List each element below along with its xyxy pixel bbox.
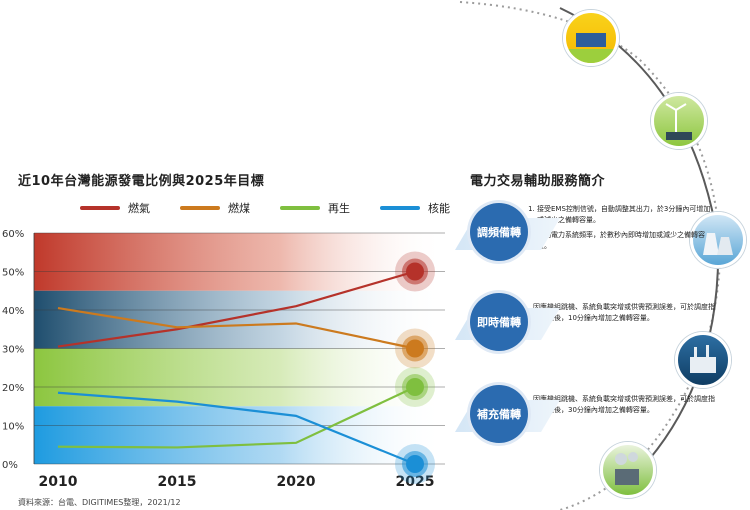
y-tick-label: 20% xyxy=(2,383,24,394)
y-tick-label: 10% xyxy=(2,422,24,433)
service-item: 偵測電力系統頻率，於數秒內即時增加或減少之備轉容量。 xyxy=(537,230,715,252)
background-band xyxy=(34,348,445,407)
service-badge: 調頻備轉 xyxy=(470,203,528,261)
service-description: 因應機組跳機、系統負載突增或供需預測誤差，可於調度指令下達後，10分鐘內增加之備… xyxy=(533,303,715,322)
x-tick-label: 2020 xyxy=(277,474,316,490)
y-tick-label: 60% xyxy=(2,229,24,240)
chart-title: 近10年台灣能源發電比例與2025年目標 xyxy=(18,174,265,189)
service-description: 因應機組跳機、系統負載突增或供需預測誤差，可於調度指令下達後，30分鐘內增加之備… xyxy=(533,395,715,414)
x-tick-label: 2025 xyxy=(396,474,435,490)
y-tick-label: 0% xyxy=(2,460,18,471)
y-tick-label: 40% xyxy=(2,306,24,317)
gas-plant-icon xyxy=(600,442,656,498)
legend-swatch xyxy=(280,206,320,210)
background-band xyxy=(34,233,445,291)
legend-label: 燃煤 xyxy=(228,202,250,215)
background-band xyxy=(34,290,445,349)
series-line-3 xyxy=(57,391,416,466)
legend-item-coal: 燃煤 xyxy=(180,200,250,216)
legend-swatch xyxy=(180,206,220,210)
service-supplemental-reserve: 補充備轉 因應機組跳機、系統負載突增或供需預測誤差，可於調度指令下達後，30分鐘… xyxy=(455,380,725,450)
background-band xyxy=(34,406,445,464)
y-tick-label: 50% xyxy=(2,268,24,279)
legend-swatch xyxy=(80,206,120,210)
series-line-2 xyxy=(57,386,416,449)
series-line-1 xyxy=(57,306,416,350)
legend-item-nuclear: 核能 xyxy=(380,200,450,216)
solar-icon xyxy=(563,10,619,66)
service-badge: 即時備轉 xyxy=(470,293,528,351)
services-title: 電力交易輔助服務簡介 xyxy=(470,174,606,189)
service-badge: 補充備轉 xyxy=(470,385,528,443)
y-tick-label: 30% xyxy=(2,345,24,356)
thermal-plant-icon xyxy=(675,332,731,388)
series-line-0 xyxy=(57,270,416,348)
energy-line-chart: 0% 10% 20% 30% 40% 50% 60% 2010 2015 2020 2025 xyxy=(2,229,445,490)
service-frequency-regulation: 調頻備轉 接受EMS控制信號，自動調整其出力，於3分鐘內可增加或減少之備轉容量。… xyxy=(455,198,725,268)
legend-label: 燃氣 xyxy=(128,202,150,215)
service-description: 接受EMS控制信號，自動調整其出力，於3分鐘內可增加或減少之備轉容量。 偵測電力… xyxy=(525,204,715,256)
service-item: 接受EMS控制信號，自動調整其出力，於3分鐘內可增加或減少之備轉容量。 xyxy=(537,204,715,226)
series-marker-0 xyxy=(406,262,424,281)
series-marker-3 xyxy=(406,455,424,473)
service-spinning-reserve: 即時備轉 因應機組跳機、系統負載突增或供需預測誤差，可於調度指令下達後，10分鐘… xyxy=(455,288,725,358)
wind-turbine-icon xyxy=(651,93,707,149)
chart-legend: 燃氣 燃煤 再生 核能 xyxy=(80,200,450,216)
x-tick-label: 2010 xyxy=(39,474,78,490)
nuclear-plant-icon xyxy=(690,212,746,268)
series-marker-1 xyxy=(406,339,424,358)
series-marker-2 xyxy=(406,378,424,396)
legend-swatch xyxy=(380,206,420,210)
legend-label: 核能 xyxy=(428,202,450,215)
x-tick-label: 2015 xyxy=(158,474,197,490)
legend-item-gas: 燃氣 xyxy=(80,200,150,216)
legend-label: 再生 xyxy=(328,202,350,215)
legend-item-renewable: 再生 xyxy=(280,200,350,216)
source-note: 資料來源：台電、DIGITIMES整理，2021/12 xyxy=(18,498,181,507)
